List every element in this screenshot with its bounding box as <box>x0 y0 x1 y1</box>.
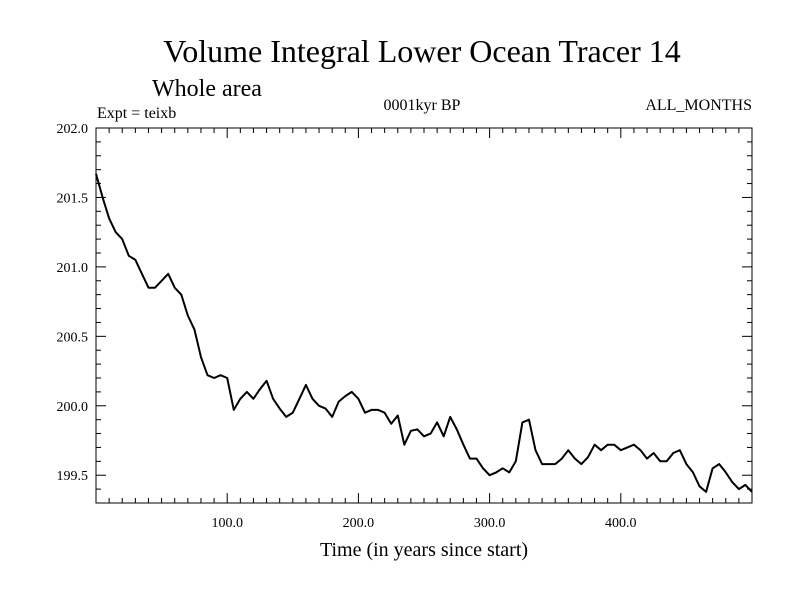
y-tick-label: 200.0 <box>57 400 89 415</box>
y-tick-label: 200.5 <box>57 330 89 345</box>
y-tick-label: 199.5 <box>57 469 89 484</box>
x-tick-label: 100.0 <box>211 516 243 531</box>
axis-ticks <box>96 128 752 503</box>
chart-subtitle: Whole area <box>152 76 262 102</box>
series-line <box>95 173 753 493</box>
experiment-label: Expt = teixb <box>97 105 176 122</box>
x-tick-labels: 100.0 200.0 300.0 400.0 <box>211 516 636 531</box>
y-tick-label: 201.0 <box>57 261 89 276</box>
x-axis-label: Time (in years since start) <box>320 539 528 561</box>
plot-frame <box>95 127 753 504</box>
period-label: 0001kyr BP <box>384 97 461 114</box>
y-tick-labels: 199.5 200.0 200.5 201.0 201.5 202.0 <box>57 122 89 484</box>
y-tick-label: 201.5 <box>57 191 89 206</box>
x-tick-label: 200.0 <box>343 516 375 531</box>
y-tick-label: 202.0 <box>57 122 89 137</box>
x-tick-label: 400.0 <box>605 516 637 531</box>
chart-title: Volume Integral Lower Ocean Tracer 14 <box>163 33 680 69</box>
months-label: ALL_MONTHS <box>645 97 752 114</box>
x-tick-label: 300.0 <box>474 516 506 531</box>
